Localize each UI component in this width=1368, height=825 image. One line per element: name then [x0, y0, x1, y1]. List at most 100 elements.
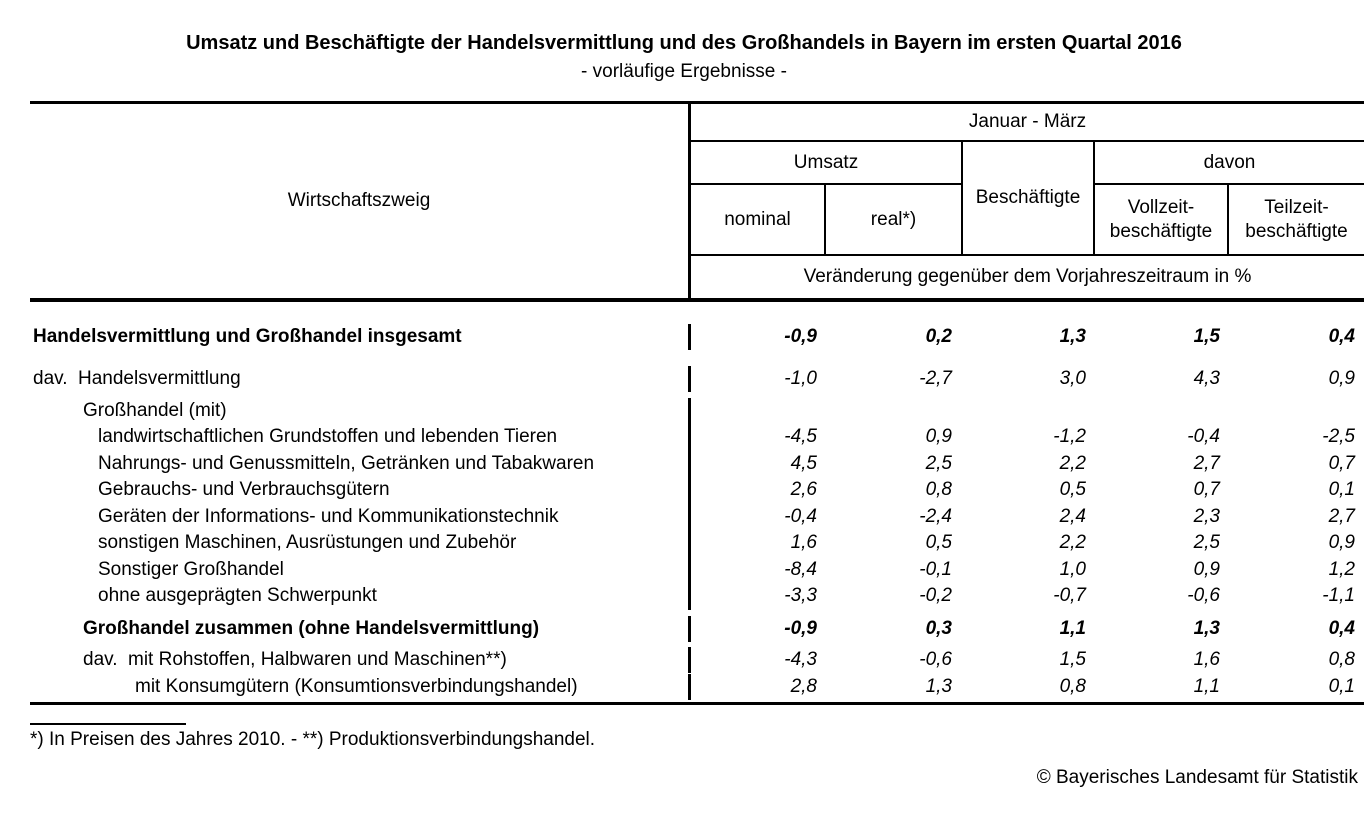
value-cell-nominal — [691, 398, 826, 424]
table-header-grid: Januar - März Umsatz Beschäftigte davon … — [691, 104, 1364, 298]
value-cell-vollzeit: 0,7 — [1193, 479, 1220, 500]
row-label: Großhandel (mit) — [83, 400, 227, 421]
value-cell-real: -2,4 — [919, 505, 952, 527]
value-cell-real: 0,2 — [925, 326, 952, 347]
table-row: landwirtschaftlichen Grundstoffen und le… — [30, 424, 1364, 451]
row-branch-cell: mit Konsumgütern (Konsumtionsverbindungs… — [30, 673, 691, 700]
row-branch-cell: sonstigen Maschinen, Ausrüstungen und Zu… — [30, 530, 691, 557]
row-branch-cell: Handelsvermittlung und Großhandel insges… — [30, 324, 691, 350]
row-label: mit Konsumgütern (Konsumtionsverbindungs… — [135, 675, 578, 697]
row-label: Großhandel zusammen (ohne Handelsvermitt… — [83, 617, 540, 639]
value-cell-real: 0,3 — [925, 617, 952, 639]
column-header-unit: Veränderung gegenüber dem Vorjahreszeitr… — [691, 254, 1364, 298]
table-row: sonstigen Maschinen, Ausrüstungen und Zu… — [30, 530, 1364, 557]
row-label: Sonstiger Großhandel — [98, 558, 284, 580]
table-row: Geräten der Informations- und Kommunikat… — [30, 503, 1364, 530]
table-body: Handelsvermittlung und Großhandel insges… — [30, 302, 1364, 705]
value-cell-nominal: -1,0 — [784, 368, 817, 389]
value-cell-nominal: 2,6 — [790, 479, 817, 500]
value-cell-real — [826, 398, 961, 424]
value-cell-beschaeftigte: 1,0 — [1059, 558, 1086, 580]
row-label: ohne ausgeprägten Schwerpunkt — [98, 585, 377, 606]
value-cell-beschaeftigte: -1,2 — [1053, 426, 1086, 447]
value-cell-nominal: 1,6 — [790, 532, 817, 553]
value-cell-teilzeit: -1,1 — [1322, 585, 1355, 606]
page-subtitle: - vorläufige Ergebnisse - — [581, 61, 787, 82]
row-label: Geräten der Informations- und Kommunikat… — [98, 505, 559, 527]
value-cell-real: -0,6 — [919, 648, 952, 670]
row-label: sonstigen Maschinen, Ausrüstungen und Zu… — [98, 532, 517, 553]
row-branch-cell: Großhandel zusammen (ohne Handelsvermitt… — [30, 615, 691, 642]
column-header-wirtschaftszweig: Wirtschaftszweig — [30, 104, 691, 298]
value-cell-teilzeit: 0,4 — [1328, 617, 1355, 639]
table-row: Großhandel zusammen (ohne Handelsvermitt… — [30, 610, 1364, 642]
value-cell-real: 1,3 — [925, 675, 952, 697]
column-header-davon: davon — [1095, 142, 1364, 185]
table-row: Handelsvermittlung und Großhandel insges… — [30, 302, 1364, 350]
value-cell-real: 2,5 — [925, 452, 952, 474]
value-cell-vollzeit: 1,6 — [1193, 648, 1220, 670]
value-cell-vollzeit: 1,1 — [1193, 675, 1220, 697]
value-cell-nominal: 4,5 — [790, 452, 817, 474]
value-cell-teilzeit: 0,4 — [1328, 326, 1355, 347]
value-cell-teilzeit: 0,9 — [1328, 532, 1355, 553]
row-branch-cell: dav. mit Rohstoffen, Halbwaren und Maschi… — [30, 646, 691, 673]
value-cell-vollzeit: 2,3 — [1193, 505, 1220, 527]
table-row: Großhandel (mit) — [30, 392, 1364, 424]
value-cell-real: 0,5 — [925, 532, 952, 553]
table-row: ohne ausgeprägten Schwerpunkt -3,3 -0,2 … — [30, 583, 1364, 610]
value-cell-teilzeit: 0,1 — [1328, 675, 1355, 697]
column-header-real: real*) — [870, 208, 917, 230]
value-cell-beschaeftigte: 3,0 — [1059, 368, 1086, 389]
row-branch-cell: Großhandel (mit) — [30, 398, 691, 424]
value-cell-vollzeit: 1,5 — [1193, 326, 1220, 347]
value-cell-teilzeit: 1,2 — [1328, 558, 1355, 580]
row-branch-cell: dav. Handelsvermittlung — [30, 366, 691, 392]
row-branch-cell: Nahrungs- und Genussmitteln, Getränken u… — [30, 450, 691, 477]
table-row: Gebrauchs- und Verbrauchsgütern 2,6 0,8 … — [30, 477, 1364, 504]
table-row: mit Konsumgütern (Konsumtionsverbindungs… — [30, 673, 1364, 700]
row-label: Nahrungs- und Genussmitteln, Getränken u… — [98, 452, 595, 474]
value-cell-beschaeftigte: -0,7 — [1053, 585, 1086, 606]
value-cell-real: 0,9 — [925, 426, 952, 447]
value-cell-teilzeit: 0,9 — [1328, 368, 1355, 389]
value-cell-nominal: -0,9 — [784, 326, 817, 347]
value-cell-vollzeit: -0,4 — [1187, 426, 1220, 447]
value-cell-beschaeftigte: 1,1 — [1059, 617, 1086, 639]
value-cell-nominal: -3,3 — [784, 585, 817, 606]
row-branch-cell: Sonstiger Großhandel — [30, 556, 691, 583]
value-cell-vollzeit — [1095, 398, 1229, 424]
value-cell-beschaeftigte: 2,4 — [1059, 505, 1086, 527]
table-header: Wirtschaftszweig Januar - März Umsatz Be… — [30, 101, 1364, 302]
value-cell-nominal: -4,3 — [784, 648, 817, 670]
row-prefix: dav. — [83, 648, 118, 670]
value-cell-vollzeit: 1,3 — [1193, 617, 1220, 639]
table-row: Sonstiger Großhandel -8,4 -0,1 1,0 0,9 1… — [30, 556, 1364, 583]
table-row: dav. mit Rohstoffen, Halbwaren und Maschi… — [30, 642, 1364, 673]
row-branch-cell: landwirtschaftlichen Grundstoffen und le… — [30, 424, 691, 451]
row-label: Handelsvermittlung — [78, 368, 241, 389]
table-row: Nahrungs- und Genussmitteln, Getränken u… — [30, 450, 1364, 477]
value-cell-teilzeit: -2,5 — [1322, 426, 1355, 447]
value-cell-vollzeit: 0,9 — [1193, 558, 1220, 580]
row-branch-cell: ohne ausgeprägten Schwerpunkt — [30, 583, 691, 610]
value-cell-beschaeftigte: 1,3 — [1059, 326, 1086, 347]
row-label: landwirtschaftlichen Grundstoffen und le… — [98, 426, 558, 447]
row-prefix: dav. — [33, 368, 68, 389]
value-cell-teilzeit: 0,1 — [1328, 479, 1355, 500]
value-cell-nominal: -0,9 — [784, 617, 817, 639]
value-cell-real: -0,1 — [919, 558, 952, 580]
column-header-period: Januar - März — [691, 104, 1364, 142]
column-header-beschaeftigte: Beschäftigte — [961, 142, 1095, 254]
value-cell-teilzeit: 2,7 — [1328, 505, 1355, 527]
value-cell-beschaeftigte: 1,5 — [1059, 648, 1086, 670]
value-cell-nominal: -8,4 — [784, 558, 817, 580]
footnote: *) In Preisen des Jahres 2010. - **) Pro… — [30, 728, 596, 750]
row-label: Gebrauchs- und Verbrauchsgütern — [98, 479, 390, 500]
value-cell-teilzeit — [1229, 398, 1364, 424]
column-header-teilzeit: Teilzeit- beschäftigte — [1245, 196, 1348, 242]
copyright: © Bayerisches Landesamt für Statistik — [1036, 766, 1358, 788]
value-cell-beschaeftigte: 2,2 — [1059, 532, 1086, 553]
column-header-nominal: nominal — [691, 185, 826, 254]
value-cell-nominal: 2,8 — [790, 675, 817, 697]
